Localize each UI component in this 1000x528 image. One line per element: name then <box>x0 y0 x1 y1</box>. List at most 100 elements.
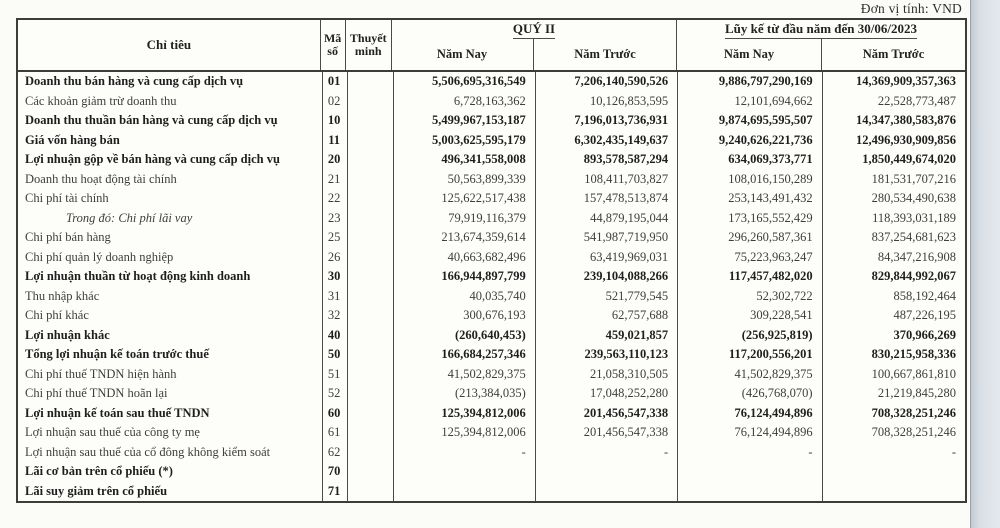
row-note <box>348 423 395 443</box>
row-note <box>348 384 395 404</box>
row-label: Trong đó: Chi phí lãi vay <box>18 208 323 228</box>
table-row: Chi phí thuế TNDN hiện hành 51 41,502,829,… <box>18 364 965 384</box>
row-note <box>348 267 395 287</box>
row-q2-current: 125,394,812,006 <box>394 403 536 423</box>
table-row: Lợi nhuận khác 40 (260,640,453) 459,021,857… <box>18 325 965 345</box>
row-ytd-prior: 280,534,490,638 <box>871 191 956 206</box>
row-q2-prior: 7,206,140,590,526 <box>536 72 679 92</box>
table-row: Lãi suy giảm trên cổ phiếu 71 <box>18 481 965 502</box>
row-code: 25 <box>323 228 348 248</box>
row-label: Lãi suy giảm trên cổ phiếu <box>18 481 323 501</box>
row-code: 71 <box>323 481 348 501</box>
row-q2-current: 213,674,359,614 <box>394 228 536 248</box>
row-q2-prior: 17,048,252,280 <box>536 384 679 404</box>
table-row: Lợi nhuận thuần từ hoạt động kinh doanh 3… <box>18 267 965 287</box>
row-note <box>348 91 395 111</box>
row-ytd-prior: 708,328,251,246 <box>871 405 956 420</box>
row-label: Lợi nhuận khác <box>18 325 323 345</box>
table-row: Doanh thu bán hàng và cung cấp dịch vụ 01… <box>18 72 965 92</box>
header-criteria: Chỉ tiêu <box>18 20 321 70</box>
row-note <box>348 286 395 306</box>
table-row: Chi phí khác 32 300,676,193 62,757,688 309,2… <box>18 306 965 326</box>
row-ytd-current: 9,874,695,595,507 <box>678 111 823 131</box>
row-code: 40 <box>323 325 348 345</box>
row-note <box>348 228 395 248</box>
row-ytd-prior: 1,850,449,674,020 <box>862 152 956 167</box>
row-q2-current: 5,506,695,316,549 <box>394 72 536 92</box>
row-ytd-prior: 12,496,930,909,856 <box>855 132 956 147</box>
row-q2-current: 166,944,897,799 <box>394 267 536 287</box>
row-label: Chi phí bán hàng <box>18 228 323 248</box>
row-note <box>348 130 395 150</box>
row-code: 31 <box>323 286 348 306</box>
row-note <box>348 72 395 92</box>
row-q2-prior: 10,126,853,595 <box>536 91 679 111</box>
table-row: Lợi nhuận gộp về bán hàng và cung cấp dị… <box>18 150 965 170</box>
income-statement-table: Chỉ tiêu Mã số Thuyết minh QUÝ II Năm Na… <box>16 18 967 503</box>
row-q2-current: 50,563,899,339 <box>394 169 536 189</box>
row-ytd-prior: 829,844,992,067 <box>871 269 956 284</box>
row-ytd-current: 117,457,482,020 <box>678 267 823 287</box>
row-q2-current: 125,622,517,438 <box>394 189 536 209</box>
row-code: 62 <box>323 442 348 462</box>
row-code: 60 <box>323 403 348 423</box>
row-q2-prior: 21,058,310,505 <box>536 364 679 384</box>
row-ytd-current: 52,302,722 <box>678 286 823 306</box>
row-code: 26 <box>323 247 348 267</box>
row-ytd-prior: 708,328,251,246 <box>871 425 956 440</box>
row-code: 61 <box>323 423 348 443</box>
table-row: Thu nhập khác 31 40,035,740 521,779,545 52,3… <box>18 286 965 306</box>
row-code: 21 <box>323 169 348 189</box>
row-q2-current: 166,684,257,346 <box>394 345 536 365</box>
row-q2-current: - <box>394 442 536 462</box>
header-group-quarter2: QUÝ II Năm Nay Năm Trước <box>392 20 677 70</box>
row-label: Doanh thu hoạt động tài chính <box>18 169 323 189</box>
row-q2-prior: 459,021,857 <box>536 325 679 345</box>
row-q2-prior: 201,456,547,338 <box>536 423 679 443</box>
row-ytd-prior: 118,393,031,189 <box>872 210 956 225</box>
table-row: Lãi cơ bản trên cổ phiếu (*) 70 <box>18 462 965 482</box>
header-group-ytd: Lũy kế từ đầu năm đến 30/06/2023 Năm Nay… <box>677 20 965 70</box>
row-q2-prior: 893,578,587,294 <box>536 150 679 170</box>
row-ytd-prior: 487,226,195 <box>893 308 956 323</box>
row-ytd-prior: 14,347,380,583,876 <box>855 113 956 128</box>
row-code: 50 <box>323 345 348 365</box>
row-ytd-prior <box>823 482 965 502</box>
row-q2-current: 79,919,116,379 <box>394 208 536 228</box>
row-q2-current: 300,676,193 <box>394 306 536 326</box>
row-label: Các khoản giảm trừ doanh thu <box>18 91 323 111</box>
row-note <box>348 462 395 482</box>
row-q2-current: 496,341,558,008 <box>394 150 536 170</box>
row-q2-prior: 521,779,545 <box>536 286 679 306</box>
table-row: Doanh thu thuần bán hàng và cung cấp dịc… <box>18 111 965 131</box>
row-label: Thu nhập khác <box>18 286 323 306</box>
table-row: Chi phí tài chính 22 125,622,517,438 157,47… <box>18 189 965 209</box>
row-label: Lợi nhuận sau thuế của cổ đông không kiể… <box>18 442 323 462</box>
row-code: 70 <box>323 462 348 482</box>
table-row: Lợi nhuận kế toán sau thuế TNDN 60 125,394… <box>18 403 965 423</box>
header-ytd-current-year: Năm Nay <box>677 39 822 70</box>
row-label: Chi phí quản lý doanh nghiệp <box>18 247 323 267</box>
row-note <box>348 345 395 365</box>
row-q2-prior <box>536 462 679 482</box>
row-label: Doanh thu thuần bán hàng và cung cấp dịc… <box>18 111 323 131</box>
table-body: Doanh thu bán hàng và cung cấp dịch vụ 01… <box>18 72 965 501</box>
row-ytd-current: 253,143,491,432 <box>678 189 823 209</box>
row-note <box>348 150 395 170</box>
row-q2-current <box>394 462 536 482</box>
row-q2-current: 6,728,163,362 <box>394 91 536 111</box>
header-code: Mã số <box>321 20 346 70</box>
row-q2-prior: 6,302,435,149,637 <box>536 130 679 150</box>
row-q2-prior: 201,456,547,338 <box>536 403 679 423</box>
row-ytd-prior: 370,966,269 <box>893 327 956 342</box>
row-note <box>348 481 395 501</box>
row-label: Chi phí thuế TNDN hiện hành <box>18 364 323 384</box>
scanner-page-edge <box>970 0 1000 528</box>
table-row: Doanh thu hoạt động tài chính 21 50,563,89… <box>18 169 965 189</box>
table-header: Chỉ tiêu Mã số Thuyết minh QUÝ II Năm Na… <box>18 20 965 72</box>
row-ytd-current: 309,228,541 <box>678 306 823 326</box>
row-code: 32 <box>323 306 348 326</box>
row-ytd-prior: 21,219,845,280 <box>877 386 956 401</box>
row-ytd-current: 634,069,373,771 <box>678 150 823 170</box>
